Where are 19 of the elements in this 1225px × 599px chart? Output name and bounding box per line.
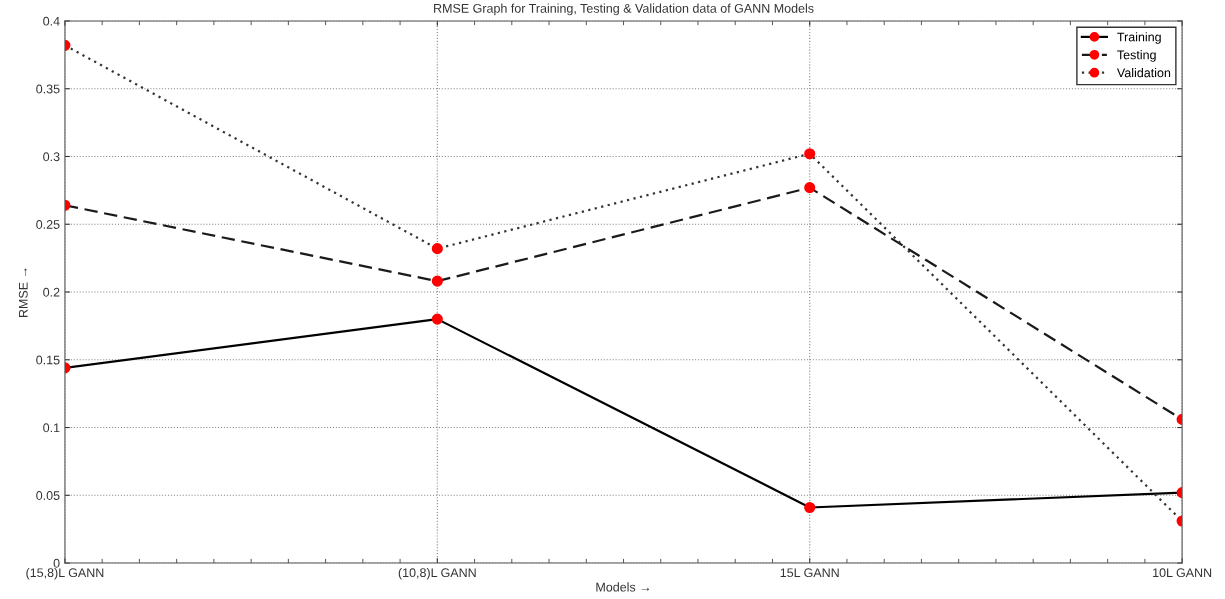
legend-label: Validation <box>1116 68 1171 78</box>
y-tick-label: 0.35 <box>36 84 60 94</box>
y-tick-label: 0.4 <box>43 16 60 26</box>
x-tick-label: 10L GANN <box>1153 568 1212 578</box>
chart-title: RMSE Graph for Training, Testing & Validation data of GANN Models <box>434 3 814 16</box>
x-tick-label: 15L GANN <box>780 568 839 578</box>
legend-label: Training <box>1117 32 1161 44</box>
y-tick-label: 0 <box>53 558 60 568</box>
y-tick-label: 0.05 <box>36 491 60 500</box>
x-axis-title: Models → <box>596 582 650 592</box>
y-tick-label: 0.15 <box>36 355 60 365</box>
y-axis-title: RMSE → <box>18 268 28 318</box>
y-tick-label: 0.1 <box>43 423 60 433</box>
x-tick-label: (10,8)L GANN <box>398 567 476 580</box>
y-tick-label: 0.25 <box>36 220 60 229</box>
x-tick-label: (15,8)L GANN <box>26 567 104 580</box>
y-tick-label: 0.3 <box>43 152 60 162</box>
legend-label: Testing <box>1117 50 1156 62</box>
y-tick-label: 0.2 <box>43 287 60 297</box>
